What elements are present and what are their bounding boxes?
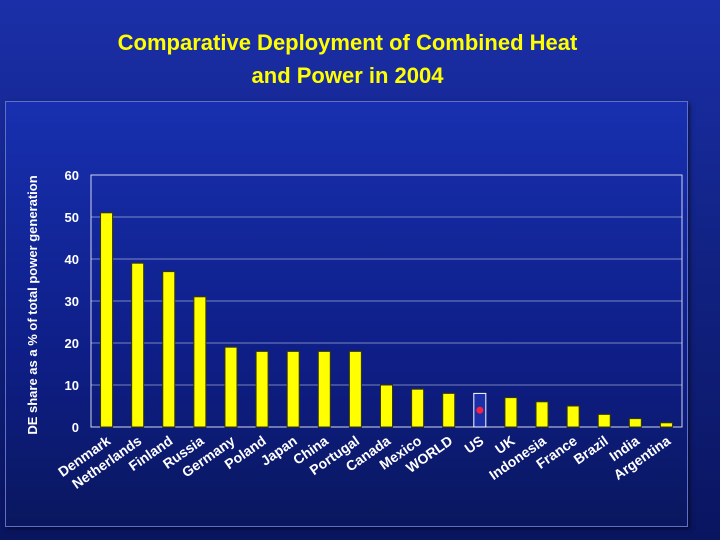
bar-france [566,405,580,428]
bar-india [628,418,642,428]
bar-denmark [100,212,114,428]
x-tick-label: Japan [258,432,300,468]
chart-panel [5,101,688,527]
y-tick-label: 10 [65,378,79,393]
bar-argentina [659,422,673,428]
bar-netherlands [131,262,145,428]
y-tick-label: 30 [65,294,79,309]
bar-poland [255,350,269,428]
y-tick-label: 50 [65,210,79,225]
bar-canada [380,384,393,428]
bar-mexico [411,388,425,428]
bar-portugal [348,350,362,428]
title-line-2: and Power in 2004 [251,63,444,88]
y-axis-ticks: 0 10 20 30 40 50 60 [65,168,79,435]
slide-title: Comparative Deployment of Combined Heat … [0,26,695,92]
bar-world [442,392,456,428]
bar-china [317,350,331,428]
bar-indonesia [535,401,549,428]
y-tick-label: 40 [65,252,79,267]
bar-japan [286,350,300,428]
y-tick-label: 0 [72,420,79,435]
y-tick-label: 60 [65,168,79,183]
bar-uk [504,397,518,428]
bar-finland [162,271,176,428]
bar-russia [193,296,207,428]
highlight-dot [476,406,484,414]
gridlines [91,216,682,386]
y-axis-title: DE share as a % of total power generatio… [25,175,40,434]
x-tick-label: Brazil [571,432,611,467]
x-tick-label: US [461,432,486,456]
bar-brazil [597,413,611,428]
title-line-1: Comparative Deployment of Combined Heat [117,30,578,55]
x-axis-labels: DenmarkNetherlandsFinlandRussiaGermanyPo… [55,432,673,492]
y-tick-label: 20 [65,336,79,351]
bars [100,212,673,428]
bar-germany [224,346,238,428]
